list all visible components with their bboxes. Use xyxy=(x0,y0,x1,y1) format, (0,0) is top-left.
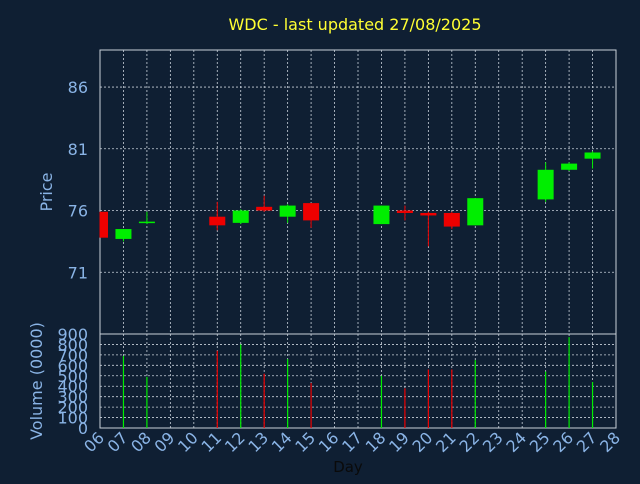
candle-body xyxy=(561,163,578,170)
price-tick-label: 76 xyxy=(68,202,88,221)
volume-tick-label: 500 xyxy=(57,367,88,386)
candle-body xyxy=(138,221,155,224)
volume-tick-label: 100 xyxy=(57,409,88,428)
candle-body xyxy=(396,210,413,213)
candle-body xyxy=(100,211,108,238)
candle-body xyxy=(115,229,132,239)
candle-body xyxy=(232,210,249,223)
candle-body xyxy=(373,205,390,225)
price-tick-label: 81 xyxy=(68,140,88,159)
candle-body xyxy=(209,216,226,226)
candle-body xyxy=(420,212,437,216)
chart-title: WDC - last updated 27/08/2025 xyxy=(228,15,481,34)
candle-body xyxy=(537,169,554,200)
candle-body xyxy=(584,152,601,159)
price-tick-label: 71 xyxy=(68,263,88,282)
x-tick-label: 28 xyxy=(596,428,624,456)
volume-tick-label: 300 xyxy=(57,388,88,407)
candle-body xyxy=(256,206,273,211)
price-axis-label: Price xyxy=(37,172,56,211)
candle-body xyxy=(279,205,296,217)
x-axis-label: Day xyxy=(333,458,363,476)
price-tick-label: 86 xyxy=(68,78,88,97)
candle-body xyxy=(467,198,484,226)
candle-body xyxy=(443,212,460,227)
volume-tick-label: 0 xyxy=(78,419,88,438)
volume-tick-label: 200 xyxy=(57,398,88,417)
volume-tick-label: 400 xyxy=(57,377,88,396)
volume-tick-label: 600 xyxy=(57,356,88,375)
volume-tick-label: 700 xyxy=(57,346,88,365)
candle-body xyxy=(303,203,320,221)
volume-axis-label: Volume (0000) xyxy=(27,322,46,440)
volume-tick-label: 900 xyxy=(57,325,88,344)
volume-tick-label: 800 xyxy=(57,335,88,354)
volume-panel-border xyxy=(99,333,617,429)
